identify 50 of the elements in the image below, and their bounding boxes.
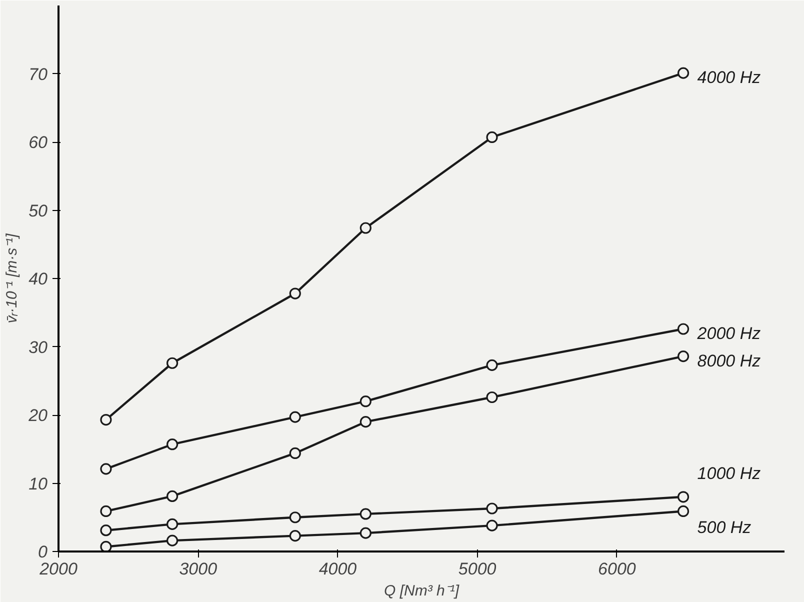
point <box>677 67 690 79</box>
x-axis-title: Q [Nm³ h⁻¹] <box>384 582 460 600</box>
x-tick-label: 4000 <box>318 560 358 578</box>
y-tick-label: 50 <box>28 201 48 220</box>
series-label: 8000 Hz <box>697 351 762 370</box>
point <box>166 438 178 450</box>
x-tick-label: 6000 <box>598 560 636 578</box>
point <box>677 350 690 362</box>
point <box>166 518 178 530</box>
y-axis-title: v̄ᵣ·10⁻¹ [m·s⁻¹] <box>4 232 21 324</box>
y-tick-label: 10 <box>28 474 48 494</box>
point <box>677 491 690 503</box>
point <box>360 222 372 234</box>
point <box>289 411 301 423</box>
x-tick-label: 3000 <box>179 560 218 578</box>
point <box>677 505 690 518</box>
series-label: 2000 Hz <box>696 324 762 344</box>
point <box>289 512 301 524</box>
point <box>486 520 498 532</box>
point <box>100 505 112 518</box>
y-tick-label: 60 <box>28 133 48 152</box>
series-label: 1000 Hz <box>697 464 762 483</box>
point <box>486 359 498 371</box>
series-label: 4000 Hz <box>697 68 762 88</box>
point <box>360 508 372 520</box>
y-tick-label: 0 <box>38 542 48 562</box>
point <box>360 416 372 428</box>
point <box>289 447 301 460</box>
point <box>289 530 301 542</box>
point <box>166 357 178 369</box>
y-tick-label: 40 <box>28 270 48 288</box>
point <box>166 534 178 546</box>
point <box>486 131 498 144</box>
x-tick-label: 5000 <box>458 560 497 578</box>
series-label: 500 Hz <box>697 518 752 538</box>
y-tick-label: 30 <box>28 338 48 357</box>
point <box>289 288 301 300</box>
y-tick-label: 20 <box>28 406 48 425</box>
point <box>360 396 372 408</box>
point <box>677 323 690 335</box>
y-tick-label: 70 <box>28 64 48 84</box>
point <box>360 527 372 539</box>
point <box>100 524 112 536</box>
x-tick-label: 2000 <box>38 560 78 578</box>
point <box>100 540 112 552</box>
point <box>486 391 498 404</box>
point <box>486 502 498 514</box>
point <box>166 490 178 502</box>
point <box>100 463 112 475</box>
point <box>100 414 112 426</box>
